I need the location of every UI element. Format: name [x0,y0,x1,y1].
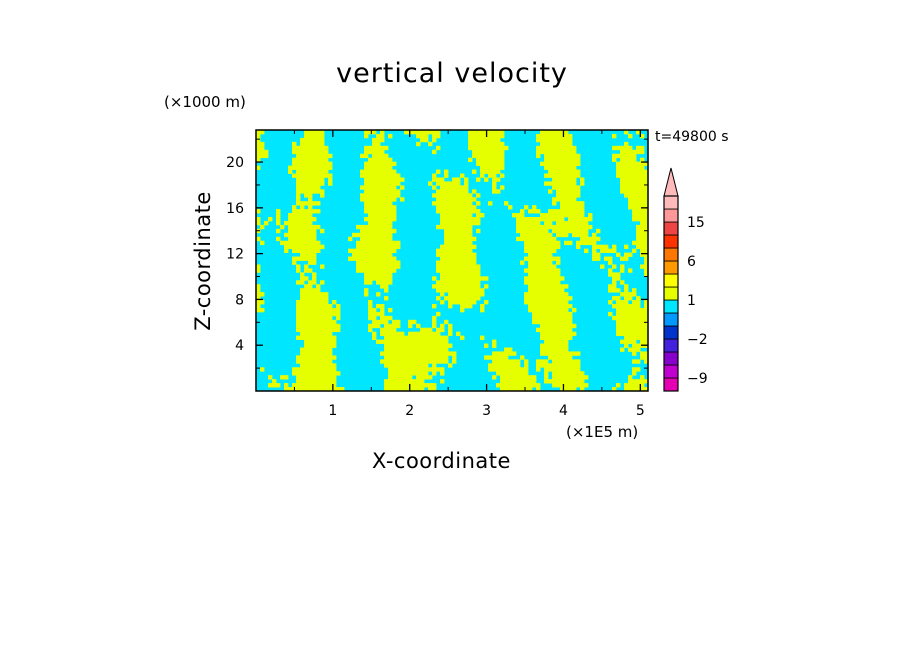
colorbar-segment [663,208,679,223]
y-tick-label: 8 [235,292,244,308]
colorbar-tick-label: 6 [687,254,696,270]
x-axis-unit-label: (×1E5 m) [566,423,639,441]
colorbar-tick-label: 1 [687,293,696,309]
x-tick-label: 3 [482,403,491,419]
plot-frame [255,129,649,392]
colorbar-segment [663,273,679,288]
colorbar-segment [663,286,679,301]
colorbar-segment [663,195,679,210]
x-axis-title: X-coordinate [372,449,511,473]
colorbar-segment [663,351,679,366]
colorbar-segment [663,312,679,327]
x-tick-label: 2 [405,403,414,419]
x-tick-label: 4 [559,403,568,419]
colorbar-segment [663,377,679,392]
colorbar-frame [663,195,679,392]
colorbar-segment [663,338,679,353]
colorbar-extend-arrow [663,167,679,197]
colorbar-segment [663,221,679,236]
colorbar-tick-label: 15 [687,215,705,231]
colorbar-segment [663,325,679,340]
z-axis-unit-label: (×1000 m) [164,93,246,111]
time-label: t=49800 s [655,129,729,145]
colorbar-segment [663,260,679,275]
colorbar-segment [663,234,679,249]
y-tick-label: 4 [235,338,244,354]
chart-title: vertical velocity [336,58,568,89]
y-tick-label: 12 [226,247,244,263]
colorbar-segment [663,299,679,314]
y-tick-label: 20 [226,155,244,171]
velocity-field [256,130,649,392]
x-tick-label: 1 [328,403,337,419]
y-tick-label: 16 [226,201,244,217]
colorbar-tick-label: −9 [687,371,708,387]
colorbar-segment [663,364,679,379]
colorbar-segment [663,247,679,262]
colorbar-segments [663,195,679,392]
colorbar-tick-label: −2 [687,332,708,348]
x-tick-label: 5 [636,403,645,419]
